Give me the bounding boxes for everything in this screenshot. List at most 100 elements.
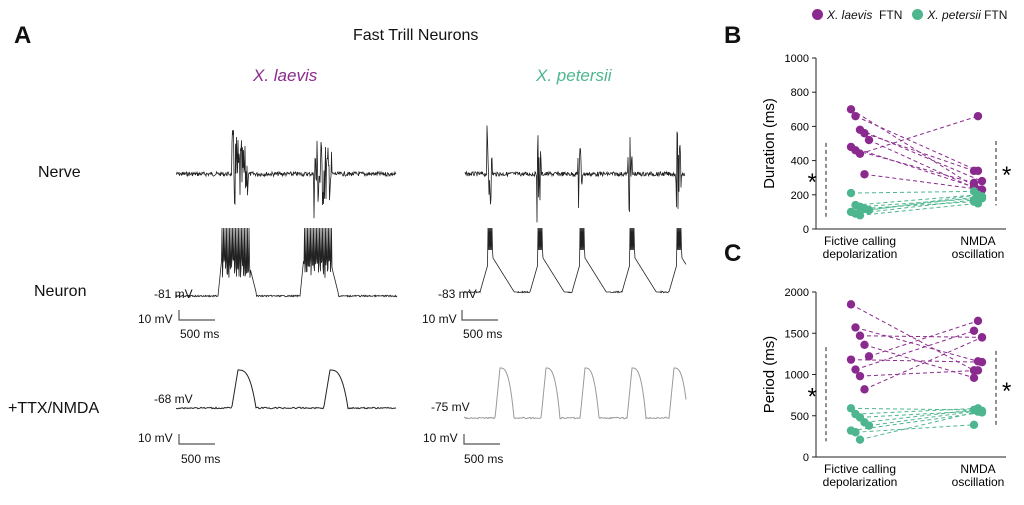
y-tick-label: 500 — [791, 411, 809, 423]
data-point-fictive — [864, 352, 874, 361]
row-label-ttx: +TTX/NMDA — [8, 400, 100, 417]
species-right-label: X. petersii — [536, 66, 612, 85]
row-label-nerve: Nerve — [38, 164, 81, 181]
panel-b-letter: B — [724, 22, 742, 49]
pair-line — [868, 320, 979, 357]
laevis-neuron-vm: -81 mV — [154, 287, 193, 301]
petersii-neuron-vm: -83 mV — [438, 287, 477, 301]
pair-line — [850, 190, 975, 194]
data-point-fictive — [855, 149, 865, 158]
data-point-fictive — [864, 421, 874, 430]
chart-b: 0 200 400 600 800 1000 Duration (ms) Fictive ca… — [761, 53, 1011, 261]
pair-line — [850, 196, 983, 213]
x-category-label: Fictive calling — [824, 462, 896, 476]
data-point-nmda — [973, 111, 983, 121]
pair-line — [855, 115, 979, 172]
data-point-fictive — [860, 170, 869, 179]
nerve-trace-petersii — [464, 125, 686, 223]
data-point-fictive — [855, 435, 865, 444]
nerve-trace-laevis — [175, 130, 397, 219]
scalebar-ms-label: 500 ms — [463, 327, 503, 341]
legend-item-petersii: X. petersii FTN — [912, 8, 1007, 22]
data-point-nmda — [969, 178, 979, 188]
x-category-label: NMDA — [960, 462, 995, 476]
x-category-label: Fictive calling — [824, 234, 896, 248]
scalebar-petersii-neuron — [461, 310, 498, 321]
pair-line — [864, 132, 975, 172]
panel-a-traces — [175, 125, 687, 445]
y-tick-label: 1000 — [785, 370, 809, 382]
species-left-label: X. laevis — [253, 66, 318, 85]
x-category-label: oscillation — [952, 475, 1005, 489]
pair-line — [859, 411, 979, 441]
laevis-ttx-vm: -68 mV — [154, 392, 193, 406]
pair-line — [859, 335, 983, 338]
data-point-fictive — [851, 428, 860, 437]
pair-line — [850, 146, 983, 191]
pair-line — [859, 115, 979, 155]
petersii-ttx-vm: -75 mV — [431, 400, 470, 414]
data-point-nmda — [977, 192, 987, 201]
scalebar-ms-label: 500 ms — [181, 452, 221, 466]
scalebar-ms-label: 500 ms — [464, 452, 504, 466]
data-point-nmda — [973, 407, 983, 416]
y-tick-label: 1000 — [785, 53, 809, 65]
data-point-fictive — [851, 111, 860, 121]
significance-asterisk-left: * — [808, 383, 817, 410]
y-tick-label: 400 — [791, 156, 809, 168]
panel-c-letter: C — [724, 240, 742, 267]
pair-line — [850, 303, 975, 371]
data-point-fictive — [846, 404, 856, 413]
panel-a-letter: A — [14, 22, 32, 49]
scalebar-laevis-ttx — [178, 434, 215, 445]
pair-line — [850, 108, 975, 187]
y-tick-label: 0 — [803, 224, 809, 236]
y-tick-label: 200 — [791, 190, 809, 202]
data-point-fictive — [851, 323, 860, 332]
y-tick-label: 1500 — [785, 328, 809, 340]
data-point-fictive — [846, 105, 856, 114]
y-tick-label: 0 — [803, 452, 809, 464]
ttx-trace-petersii — [463, 367, 687, 420]
significance-asterisk-right: * — [1002, 162, 1011, 189]
legend-petersii-suffix: FTN — [984, 8, 1008, 22]
legend: X. laevis FTN X. petersii FTN — [812, 8, 1007, 22]
data-point-fictive — [846, 188, 856, 198]
panel-a-title: Fast Trill Neurons — [353, 27, 479, 44]
pair-line — [864, 201, 975, 209]
x-category-label: depolarization — [823, 475, 898, 489]
pair-line — [868, 139, 979, 191]
data-point-fictive — [864, 135, 874, 145]
x-category-label: depolarization — [823, 247, 898, 261]
legend-laevis-species: X. laevis — [827, 8, 873, 22]
pair-line — [864, 336, 983, 390]
significance-asterisk-left: * — [808, 169, 817, 196]
x-category-label: NMDA — [960, 234, 995, 248]
pair-line — [855, 326, 979, 362]
data-point-fictive — [855, 371, 865, 381]
data-point-fictive — [851, 365, 860, 374]
pair-line — [859, 410, 983, 418]
pair-line — [855, 424, 975, 433]
scalebar-mv-label: 10 mV — [138, 431, 173, 445]
pair-line — [864, 344, 975, 379]
scalebar-ms-label: 500 ms — [180, 327, 220, 341]
pair-line — [859, 197, 983, 208]
legend-laevis-suffix: FTN — [879, 8, 903, 22]
data-point-nmda — [973, 199, 983, 208]
data-point-fictive — [860, 129, 869, 138]
data-point-fictive — [855, 331, 865, 340]
data-point-nmda — [977, 176, 987, 186]
chart-c: 0 500 1000 1500 2000 Period (ms) Fictive calli… — [761, 287, 1011, 489]
x-category-label: oscillation — [952, 247, 1005, 261]
data-point-nmda — [969, 420, 979, 430]
legend-petersii-species: X. petersii — [927, 8, 981, 22]
neuron-trace-petersii — [463, 227, 687, 294]
significance-asterisk-right: * — [1002, 378, 1011, 405]
data-point-nmda — [969, 326, 979, 335]
legend-dot-laevis — [812, 9, 823, 20]
neuron-trace-laevis — [175, 227, 398, 298]
legend-item-laevis: X. laevis FTN — [812, 8, 906, 22]
data-point-nmda — [977, 357, 987, 367]
pair-line — [864, 409, 975, 423]
